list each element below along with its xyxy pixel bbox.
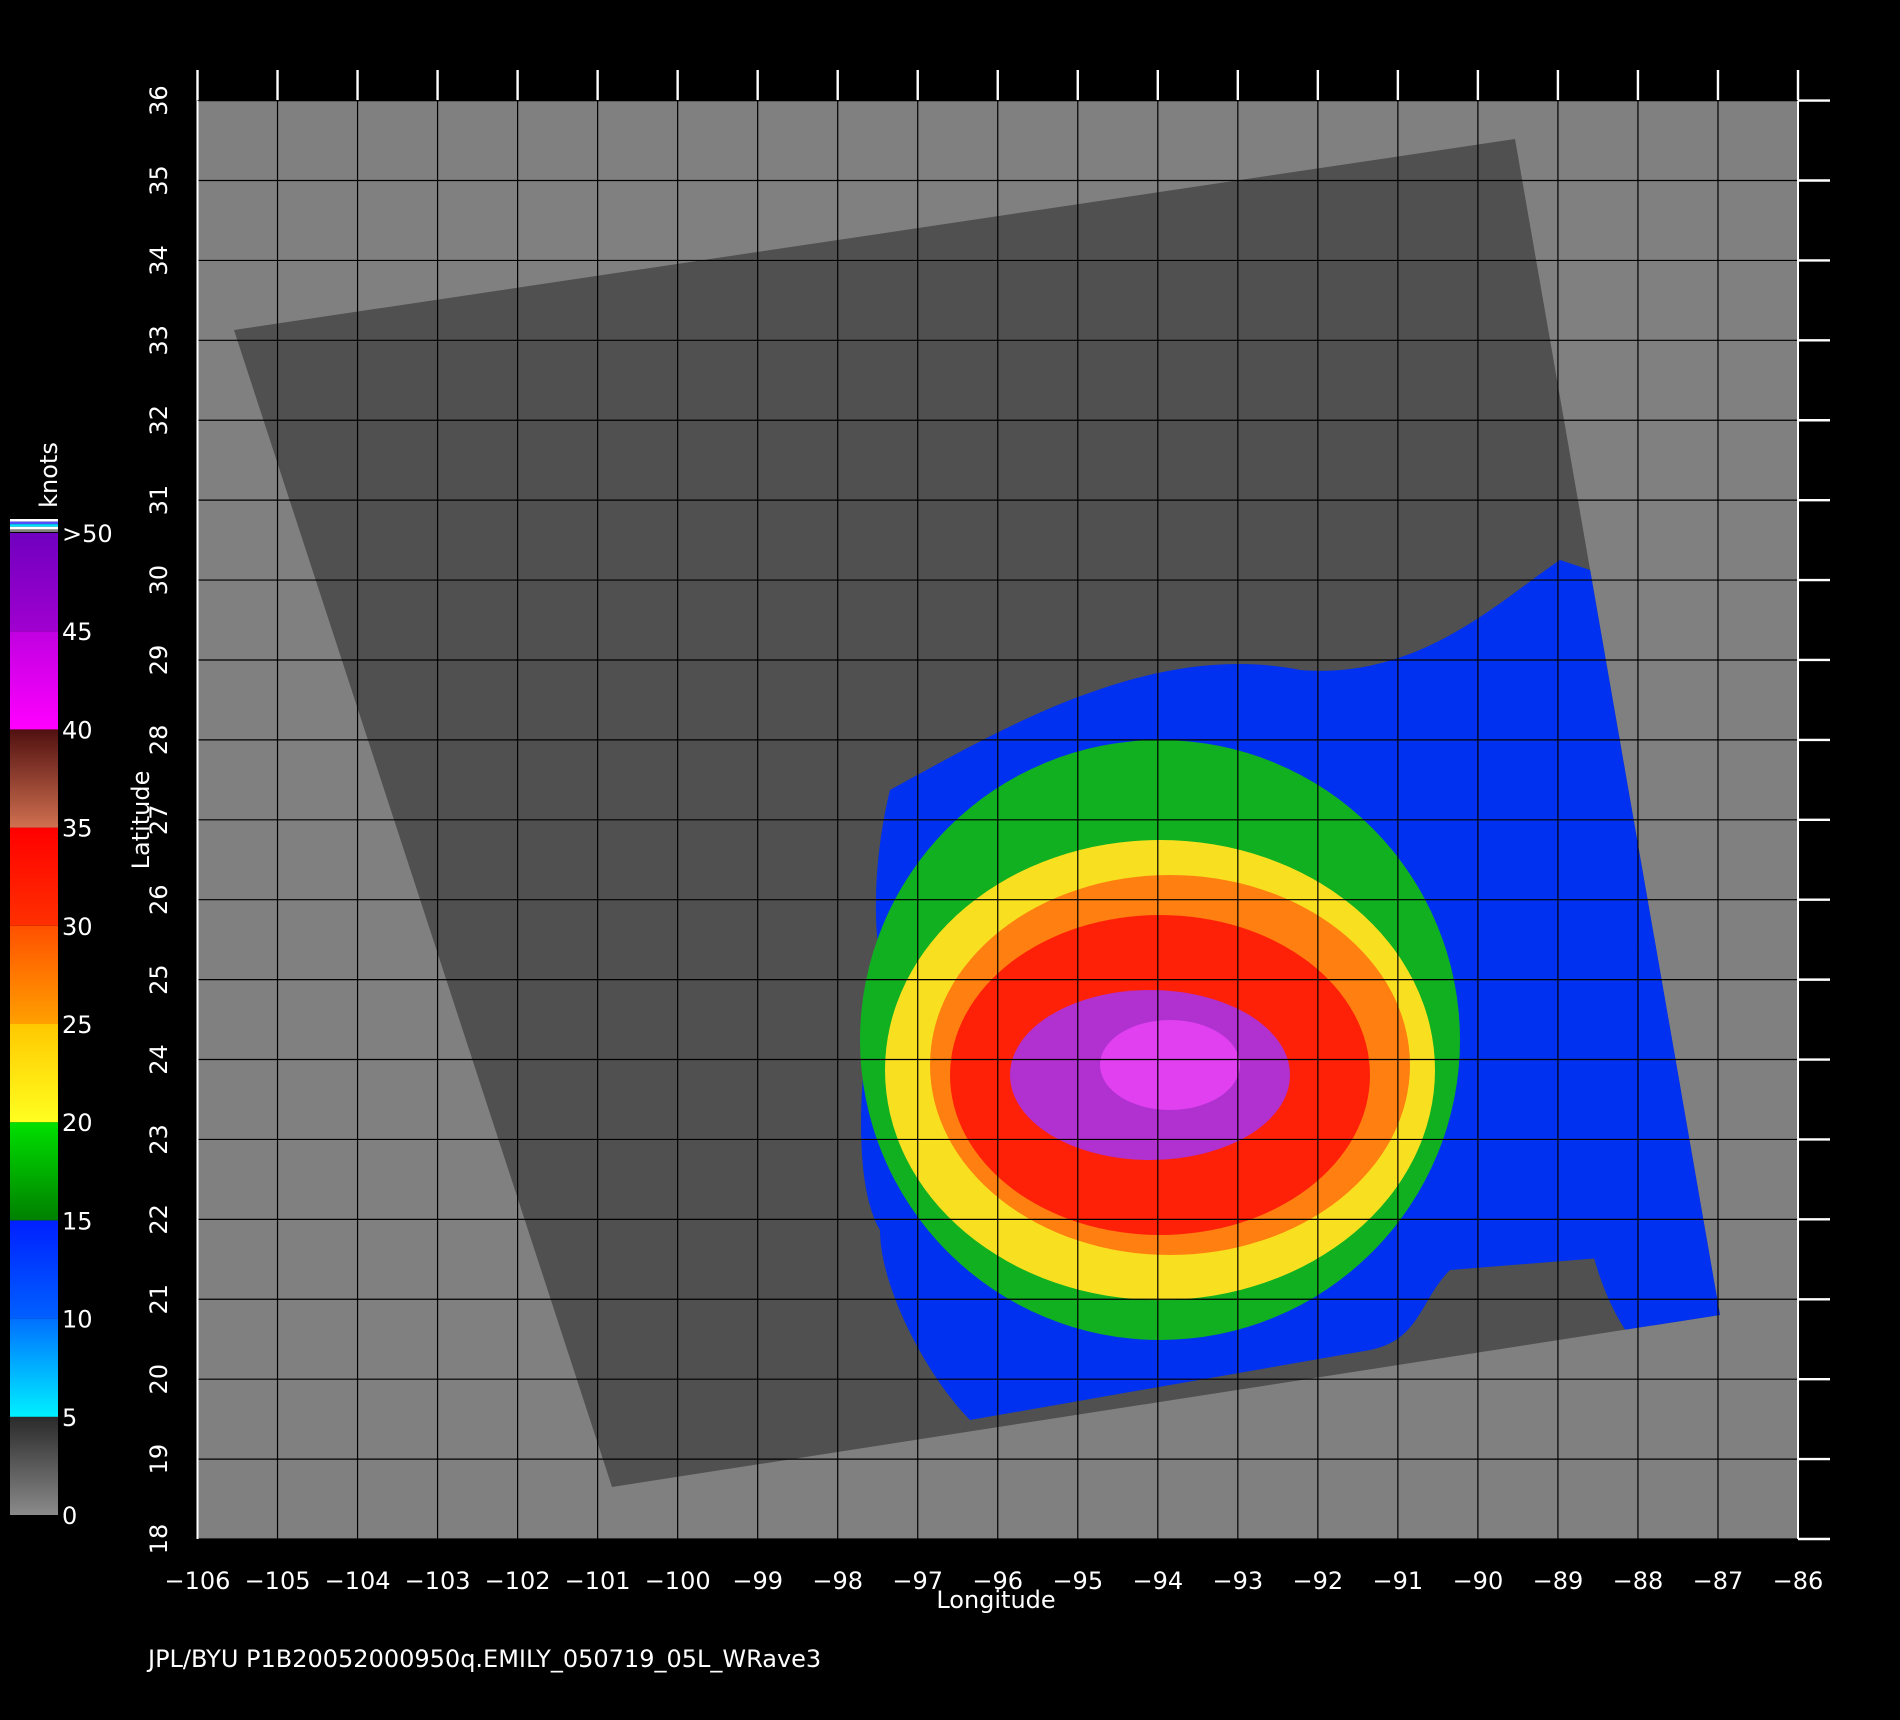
x-tick-label: −102: [485, 1567, 551, 1595]
colorbar-cap: [10, 524, 58, 527]
y-tick-label: 24: [145, 1044, 173, 1075]
x-tick-label: −90: [1453, 1567, 1504, 1595]
colorbar-segment: [10, 1318, 58, 1417]
colorbar-tick-label: 0: [62, 1502, 77, 1530]
x-tick-label: −91: [1373, 1567, 1424, 1595]
x-axis-label: Longitude: [936, 1586, 1055, 1614]
colorbar-segment: [10, 1122, 58, 1221]
x-tick-label: −106: [165, 1567, 231, 1595]
colorbar-segment: [10, 631, 58, 730]
colorbar-tick-label: 20: [62, 1109, 93, 1137]
colorbar-segment: [10, 1416, 58, 1515]
y-tick-label: 28: [145, 725, 173, 756]
colorbar-cap: [10, 526, 58, 530]
colorbar-tick-label: 25: [62, 1011, 93, 1039]
x-tick-label: −98: [812, 1567, 863, 1595]
wind-field: [860, 560, 1720, 1420]
colorbar-title: knots: [35, 442, 63, 508]
y-tick-label: 35: [145, 165, 173, 196]
footer: JPL/BYU P1B20052000950q.EMILY_050719_05L…: [146, 1645, 821, 1673]
x-tick-label: −99: [732, 1567, 783, 1595]
x-tick-label: −86: [1773, 1567, 1824, 1595]
colorbar-cap: [10, 529, 58, 532]
x-tick-label: −94: [1132, 1567, 1183, 1595]
x-tick-label: −101: [565, 1567, 631, 1595]
colorbar-segment: [10, 925, 58, 1024]
x-tick-label: −100: [645, 1567, 711, 1595]
axes-layer: −106 −105 −104 −103 −102 −101 −100 −99 −98 −97 −96…: [10, 70, 1830, 1595]
y-tick-label: 22: [145, 1204, 173, 1235]
colorbar-tick-label: 35: [62, 815, 93, 843]
colorbar-tick-label: 45: [62, 618, 93, 646]
y-tick-label: 21: [145, 1284, 173, 1315]
y-tick-label: 19: [145, 1444, 173, 1475]
y-tick-label: 31: [145, 485, 173, 516]
x-tick-label: −97: [892, 1567, 943, 1595]
x-tick-label: −92: [1293, 1567, 1344, 1595]
colorbar-tick-label: 5: [62, 1404, 77, 1432]
y-tick-label: 33: [145, 325, 173, 356]
x-tick-label: −95: [1052, 1567, 1103, 1595]
y-tick-label: 32: [145, 405, 173, 436]
x-tick-label: −103: [405, 1567, 471, 1595]
colorbar-tick-label: 10: [62, 1306, 93, 1334]
colorbar-tick-label: 40: [62, 716, 93, 744]
y-tick-label: 20: [145, 1364, 173, 1395]
wind-core: [1100, 1020, 1240, 1110]
y-tick-label: 36: [145, 85, 173, 116]
y-tick-label: 26: [145, 884, 173, 915]
colorbar-segment: [10, 827, 58, 926]
colorbar-cap: [10, 521, 58, 525]
x-tick-label: −104: [325, 1567, 391, 1595]
colorbar-tick-label: 15: [62, 1207, 93, 1235]
x-tick-label: −93: [1212, 1567, 1263, 1595]
x-tick-label: −89: [1533, 1567, 1584, 1595]
y-tick-label: 27: [145, 805, 173, 836]
x-tick-label: −105: [245, 1567, 311, 1595]
y-axis-label: Latitude: [127, 771, 155, 870]
colorbar-tick-label: 30: [62, 913, 93, 941]
y-tick-label: 23: [145, 1124, 173, 1155]
y-tick-label: 34: [145, 245, 173, 276]
colorbar-segment: [10, 729, 58, 828]
colorbar-segment: [10, 1220, 58, 1319]
colorbar-segment: [10, 533, 58, 632]
y-tick-label: 30: [145, 565, 173, 596]
colorbar-segment: [10, 1024, 58, 1123]
x-tick-label: −88: [1613, 1567, 1664, 1595]
x-tick-label: −96: [972, 1567, 1023, 1595]
x-tick-label: −87: [1693, 1567, 1744, 1595]
colorbar-tick-label: >50: [62, 520, 113, 548]
colorbar-cap: [10, 519, 58, 522]
y-tick-label: 25: [145, 964, 173, 995]
y-tick-label: 18: [145, 1524, 173, 1555]
y-tick-label: 29: [145, 645, 173, 676]
